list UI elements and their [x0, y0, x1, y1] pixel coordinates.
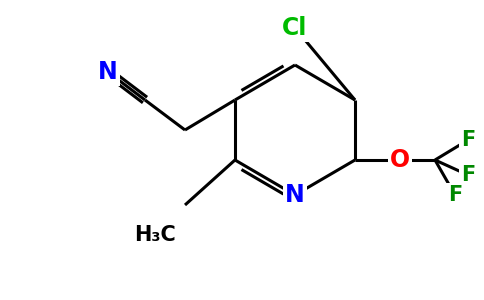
Text: F: F [461, 165, 475, 185]
Text: F: F [448, 185, 462, 205]
Text: N: N [98, 60, 118, 84]
Text: Cl: Cl [282, 16, 308, 40]
Text: H₃C: H₃C [134, 225, 176, 245]
Text: O: O [390, 148, 410, 172]
Text: N: N [285, 183, 305, 207]
Text: F: F [461, 130, 475, 150]
